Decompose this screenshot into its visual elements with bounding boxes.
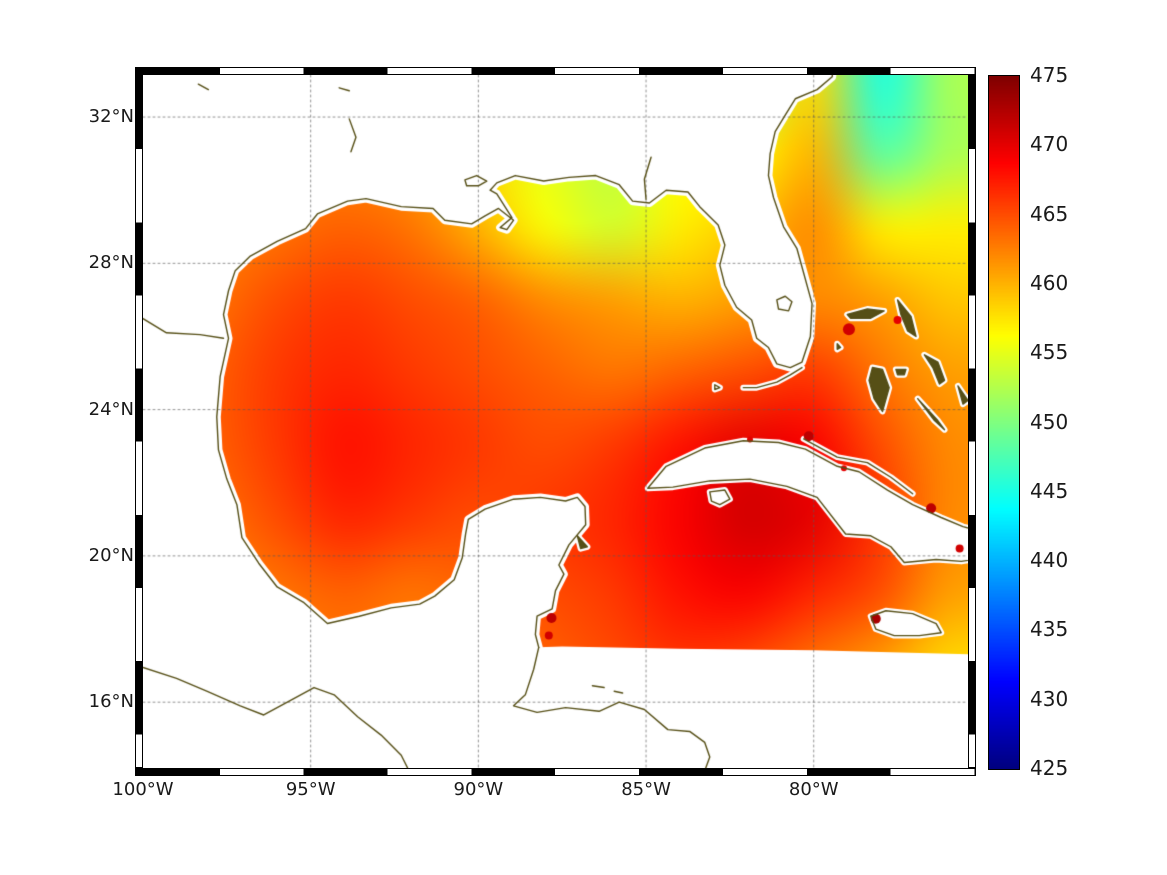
colorbar-tick-label: 450 bbox=[1030, 409, 1069, 434]
map-plot bbox=[135, 67, 976, 776]
y-tick-label: 20°N bbox=[88, 544, 134, 566]
map-frame-right bbox=[968, 75, 976, 768]
colorbar-tick-label: 435 bbox=[1030, 617, 1069, 642]
colorbar-tick-label: 445 bbox=[1030, 478, 1069, 503]
colorbar-tick-label: 455 bbox=[1030, 340, 1069, 365]
colorbar-tick-label: 430 bbox=[1030, 686, 1069, 711]
colorbar-tick-label: 460 bbox=[1030, 270, 1069, 295]
colorbar-tick-label: 475 bbox=[1030, 63, 1069, 87]
map-frame-bottom bbox=[135, 768, 976, 776]
x-tick-label: 90°W bbox=[453, 779, 504, 800]
colorbar-tick-label: 470 bbox=[1030, 132, 1069, 157]
x-tick-label: 100°W bbox=[112, 779, 174, 800]
colorbar-tick-label: 440 bbox=[1030, 548, 1069, 573]
x-tick-label: 80°W bbox=[788, 779, 839, 800]
y-tick-label: 24°N bbox=[88, 398, 134, 420]
colorbar bbox=[988, 75, 1020, 770]
map-frame-left bbox=[135, 75, 143, 768]
colorbar-tick-label: 425 bbox=[1030, 756, 1069, 780]
y-tick-label: 32°N bbox=[88, 106, 134, 128]
colorbar-tick-label: 465 bbox=[1030, 201, 1069, 226]
x-tick-label: 95°W bbox=[285, 779, 336, 800]
x-tick-label: 85°W bbox=[621, 779, 671, 800]
map-frame-top bbox=[135, 67, 976, 75]
map-canvas bbox=[143, 75, 968, 768]
y-tick-label: 16°N bbox=[88, 691, 134, 713]
y-tick-label: 28°N bbox=[88, 252, 134, 274]
